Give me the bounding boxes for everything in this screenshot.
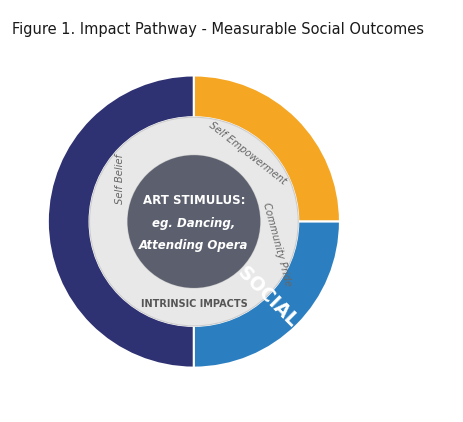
Text: Attending Opera: Attending Opera bbox=[139, 239, 248, 252]
Text: SOCIAL CAPITAL: SOCIAL CAPITAL bbox=[234, 262, 367, 396]
Circle shape bbox=[127, 155, 260, 288]
Text: Figure 1. Impact Pathway - Measurable Social Outcomes: Figure 1. Impact Pathway - Measurable So… bbox=[12, 22, 423, 37]
Text: HEALTH: HEALTH bbox=[29, 181, 48, 262]
Text: Self Empowerment: Self Empowerment bbox=[206, 120, 287, 187]
Text: ART STIMULUS:: ART STIMULUS: bbox=[142, 194, 244, 207]
Wedge shape bbox=[194, 222, 339, 368]
Text: eg. Dancing,: eg. Dancing, bbox=[152, 217, 235, 230]
Text: Community Pride: Community Pride bbox=[261, 201, 293, 287]
Text: Self Belief: Self Belief bbox=[115, 154, 125, 204]
Wedge shape bbox=[89, 117, 298, 326]
Wedge shape bbox=[48, 76, 194, 368]
Text: EDUCATION: EDUCATION bbox=[251, 65, 350, 164]
Text: INTRINSIC IMPACTS: INTRINSIC IMPACTS bbox=[140, 299, 247, 309]
Wedge shape bbox=[194, 76, 339, 222]
